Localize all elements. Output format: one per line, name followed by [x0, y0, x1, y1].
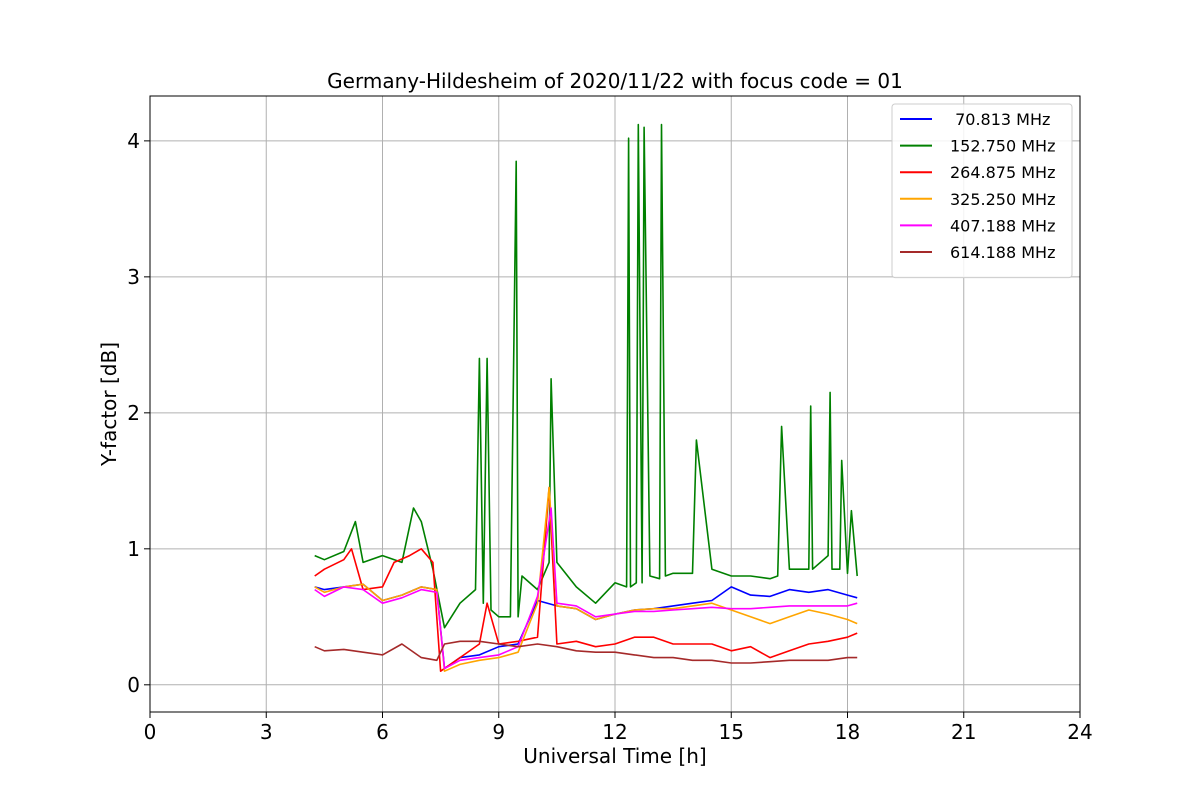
x-tick-label: 18 [835, 720, 860, 744]
x-tick-label: 15 [719, 720, 744, 744]
y-tick-label: 0 [127, 673, 140, 697]
series-line-407_188-mhz [314, 507, 858, 670]
y-tick-label: 2 [127, 401, 140, 425]
legend-label: 152.750 MHz [950, 137, 1055, 156]
x-tick-label: 12 [602, 720, 627, 744]
x-tick-label: 0 [144, 720, 157, 744]
series-line-614_188-mhz [314, 640, 858, 664]
x-tick-label: 21 [951, 720, 976, 744]
y-tick-label: 1 [127, 537, 140, 561]
legend-label: 407.188 MHz [950, 216, 1055, 235]
x-tick-label: 3 [260, 720, 273, 744]
legend: 70.813 MHz 152.750 MHz 264.875 MHz 325.250 … [891, 103, 1073, 279]
legend-label: 264.875 MHz [950, 163, 1055, 182]
x-axis-title: Universal Time [h] [523, 744, 706, 768]
legend-box [891, 103, 1073, 279]
series-line-152_750-mhz [314, 123, 858, 629]
x-tick-label: 6 [376, 720, 389, 744]
series-line-325_250-mhz [314, 486, 858, 673]
legend-label: 70.813 MHz [950, 110, 1050, 129]
y-axis-title: Y-factor [dB] [97, 342, 121, 467]
legend-label: 325.250 MHz [950, 190, 1055, 209]
x-tick-label: 24 [1067, 720, 1092, 744]
x-tick-label: 9 [492, 720, 505, 744]
legend-label: 614.188 MHz [950, 243, 1055, 262]
chart-title: Germany-Hildesheim of 2020/11/22 with fo… [327, 69, 903, 93]
series-layer [314, 123, 858, 673]
y-tick-label: 3 [127, 265, 140, 289]
y-tick-label: 4 [127, 129, 140, 153]
